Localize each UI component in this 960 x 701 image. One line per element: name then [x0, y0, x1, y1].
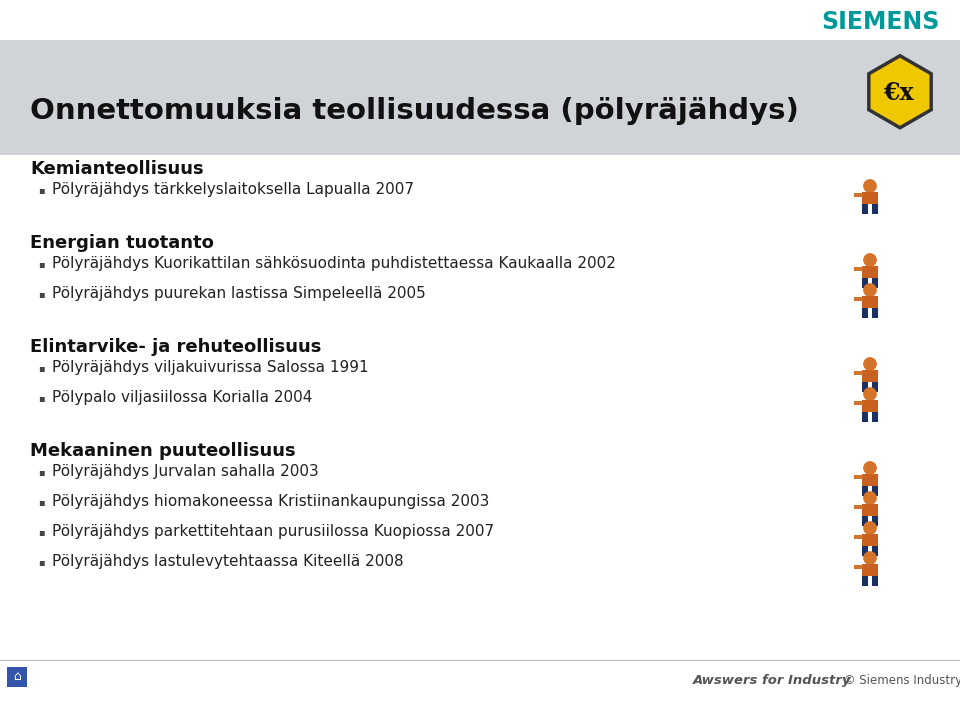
Text: Energian tuotanto: Energian tuotanto: [30, 234, 214, 252]
FancyBboxPatch shape: [862, 534, 878, 545]
Text: Onnettomuuksia teollisuudessa (pölyräjähdys): Onnettomuuksia teollisuudessa (pölyräjäh…: [30, 97, 799, 125]
Text: Pölyräjähdys Jurvalan sahalla 2003: Pölyräjähdys Jurvalan sahalla 2003: [52, 464, 319, 479]
FancyBboxPatch shape: [862, 308, 869, 318]
Circle shape: [864, 180, 876, 192]
FancyBboxPatch shape: [862, 474, 878, 486]
FancyBboxPatch shape: [862, 192, 878, 203]
Circle shape: [864, 492, 876, 504]
FancyBboxPatch shape: [862, 516, 869, 526]
FancyBboxPatch shape: [854, 297, 862, 301]
FancyBboxPatch shape: [862, 486, 869, 496]
Text: Pölyräjähdys puurekan lastissa Simpeleellä 2005: Pölyräjähdys puurekan lastissa Simpeleel…: [52, 286, 425, 301]
Text: Awswers for Industry: Awswers for Industry: [693, 674, 852, 687]
Text: Pölyräjähdys lastulevytehtaassa Kiteellä 2008: Pölyräjähdys lastulevytehtaassa Kiteellä…: [52, 554, 403, 569]
FancyBboxPatch shape: [854, 371, 862, 376]
FancyBboxPatch shape: [862, 400, 878, 411]
Text: Elintarvike- ja rehuteollisuus: Elintarvike- ja rehuteollisuus: [30, 338, 322, 356]
Circle shape: [864, 358, 876, 370]
Circle shape: [864, 462, 876, 474]
FancyBboxPatch shape: [872, 278, 877, 287]
Text: ▪: ▪: [38, 289, 44, 299]
Text: Pölyräjähdys parkettitehtaan purusiilossa Kuopiossa 2007: Pölyräjähdys parkettitehtaan purusiiloss…: [52, 524, 494, 539]
Text: Pölyräjähdys Kuorikattilan sähkösuodinta puhdistettaessa Kaukaalla 2002: Pölyräjähdys Kuorikattilan sähkösuodinta…: [52, 256, 616, 271]
Text: ▪: ▪: [38, 497, 44, 507]
Text: ▪: ▪: [38, 557, 44, 567]
FancyBboxPatch shape: [872, 203, 877, 214]
FancyBboxPatch shape: [862, 564, 878, 576]
Text: © Siemens Industry 2009: © Siemens Industry 2009: [840, 674, 960, 687]
FancyBboxPatch shape: [872, 545, 877, 555]
FancyBboxPatch shape: [872, 308, 877, 318]
FancyBboxPatch shape: [854, 193, 862, 198]
Text: Pölypalo viljasiilossa Korialla 2004: Pölypalo viljasiilossa Korialla 2004: [52, 390, 312, 405]
FancyBboxPatch shape: [862, 545, 869, 555]
Text: Kemianteollisuus: Kemianteollisuus: [30, 160, 204, 178]
FancyBboxPatch shape: [854, 505, 862, 510]
FancyBboxPatch shape: [854, 475, 862, 479]
FancyBboxPatch shape: [854, 535, 862, 540]
FancyBboxPatch shape: [872, 486, 877, 496]
FancyBboxPatch shape: [854, 266, 862, 271]
Circle shape: [864, 284, 876, 296]
FancyBboxPatch shape: [7, 667, 27, 687]
Text: ▪: ▪: [38, 467, 44, 477]
Circle shape: [864, 254, 876, 266]
FancyBboxPatch shape: [862, 504, 878, 516]
FancyBboxPatch shape: [872, 411, 877, 421]
Circle shape: [864, 552, 876, 564]
Text: €x: €x: [882, 81, 913, 104]
FancyBboxPatch shape: [854, 400, 862, 405]
FancyBboxPatch shape: [872, 576, 877, 585]
FancyBboxPatch shape: [0, 660, 960, 701]
Text: ⌂: ⌂: [13, 670, 21, 683]
FancyBboxPatch shape: [862, 370, 878, 381]
Polygon shape: [869, 56, 931, 128]
FancyBboxPatch shape: [854, 564, 862, 569]
Text: Pölyräjähdys hiomakoneessa Kristiinankaupungissa 2003: Pölyräjähdys hiomakoneessa Kristiinankau…: [52, 494, 490, 509]
Text: SIEMENS: SIEMENS: [822, 10, 940, 34]
Text: ▪: ▪: [38, 393, 44, 403]
FancyBboxPatch shape: [872, 381, 877, 391]
Text: ▪: ▪: [38, 363, 44, 373]
FancyBboxPatch shape: [862, 278, 869, 287]
Text: Pölyräjähdys tärkkelyslaitoksella Lapualla 2007: Pölyräjähdys tärkkelyslaitoksella Lapual…: [52, 182, 414, 197]
FancyBboxPatch shape: [862, 576, 869, 585]
FancyBboxPatch shape: [862, 411, 869, 421]
FancyBboxPatch shape: [862, 296, 878, 308]
FancyBboxPatch shape: [862, 203, 869, 214]
Circle shape: [864, 522, 876, 534]
FancyBboxPatch shape: [0, 40, 960, 155]
FancyBboxPatch shape: [872, 516, 877, 526]
FancyBboxPatch shape: [862, 381, 869, 391]
Text: Mekaaninen puuteollisuus: Mekaaninen puuteollisuus: [30, 442, 296, 460]
FancyBboxPatch shape: [0, 155, 960, 660]
Text: ▪: ▪: [38, 259, 44, 269]
FancyBboxPatch shape: [0, 0, 960, 40]
Circle shape: [864, 388, 876, 400]
Text: Pölyräjähdys viljakuivurissa Salossa 1991: Pölyräjähdys viljakuivurissa Salossa 199…: [52, 360, 369, 375]
Text: ▪: ▪: [38, 185, 44, 195]
FancyBboxPatch shape: [862, 266, 878, 278]
Text: ▪: ▪: [38, 527, 44, 537]
